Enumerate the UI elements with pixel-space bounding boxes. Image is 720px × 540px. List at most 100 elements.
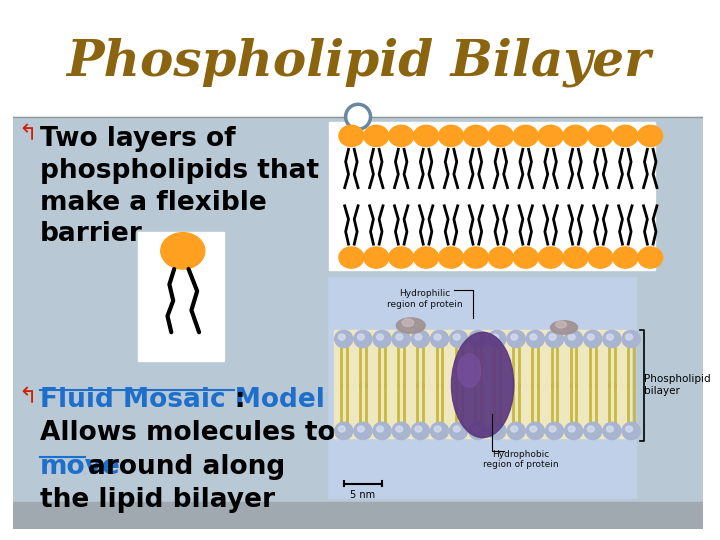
Ellipse shape — [389, 247, 413, 268]
Bar — [13, 117, 703, 502]
Ellipse shape — [454, 334, 460, 340]
Ellipse shape — [438, 247, 464, 268]
Ellipse shape — [464, 125, 488, 146]
Ellipse shape — [545, 422, 564, 440]
Ellipse shape — [431, 330, 449, 348]
Circle shape — [348, 106, 369, 127]
Ellipse shape — [396, 334, 402, 340]
Ellipse shape — [377, 426, 384, 432]
Ellipse shape — [526, 422, 544, 440]
Ellipse shape — [161, 233, 204, 269]
Ellipse shape — [451, 332, 514, 437]
Ellipse shape — [588, 334, 594, 340]
Bar — [329, 278, 636, 498]
Ellipse shape — [526, 330, 544, 348]
Ellipse shape — [507, 330, 525, 348]
Ellipse shape — [488, 247, 513, 268]
Text: ↰: ↰ — [18, 124, 37, 144]
Ellipse shape — [626, 426, 633, 432]
Ellipse shape — [438, 125, 464, 146]
Text: Fluid Mosaic Model: Fluid Mosaic Model — [40, 387, 325, 413]
Ellipse shape — [564, 330, 582, 348]
Ellipse shape — [415, 334, 422, 340]
Ellipse shape — [613, 125, 638, 146]
Ellipse shape — [603, 330, 621, 348]
Ellipse shape — [584, 422, 602, 440]
Ellipse shape — [354, 422, 372, 440]
Ellipse shape — [335, 422, 353, 440]
Ellipse shape — [431, 422, 449, 440]
Text: the lipid bilayer: the lipid bilayer — [40, 488, 275, 514]
Ellipse shape — [549, 426, 556, 432]
Ellipse shape — [488, 330, 506, 348]
Ellipse shape — [613, 247, 638, 268]
Ellipse shape — [415, 426, 422, 432]
Text: Allows molecules to: Allows molecules to — [40, 420, 336, 447]
Ellipse shape — [507, 422, 525, 440]
Ellipse shape — [449, 330, 468, 348]
Text: barrier: barrier — [40, 221, 143, 247]
Ellipse shape — [551, 321, 577, 334]
Text: Phospholipid
bilayer: Phospholipid bilayer — [644, 374, 710, 396]
Ellipse shape — [549, 334, 556, 340]
Text: move: move — [40, 454, 121, 480]
Ellipse shape — [626, 334, 633, 340]
Ellipse shape — [488, 125, 513, 146]
Ellipse shape — [338, 426, 346, 432]
Ellipse shape — [568, 334, 575, 340]
Bar — [138, 232, 224, 361]
Ellipse shape — [530, 426, 537, 432]
Ellipse shape — [364, 247, 389, 268]
Ellipse shape — [588, 247, 613, 268]
Ellipse shape — [389, 125, 413, 146]
Ellipse shape — [469, 422, 487, 440]
Ellipse shape — [373, 330, 391, 348]
Bar — [13, 502, 703, 529]
Text: :: : — [235, 387, 246, 413]
Text: Hydrophilic
region of protein: Hydrophilic region of protein — [387, 289, 463, 308]
Ellipse shape — [411, 330, 429, 348]
Ellipse shape — [538, 247, 563, 268]
Ellipse shape — [358, 426, 364, 432]
Ellipse shape — [373, 422, 391, 440]
Ellipse shape — [434, 334, 441, 340]
Ellipse shape — [354, 330, 372, 348]
Ellipse shape — [564, 422, 582, 440]
Ellipse shape — [622, 422, 640, 440]
Ellipse shape — [392, 330, 410, 348]
Ellipse shape — [538, 125, 563, 146]
Ellipse shape — [492, 334, 498, 340]
Ellipse shape — [364, 125, 389, 146]
Ellipse shape — [338, 334, 346, 340]
Ellipse shape — [396, 426, 402, 432]
Ellipse shape — [488, 422, 506, 440]
Ellipse shape — [513, 247, 538, 268]
Ellipse shape — [411, 422, 429, 440]
Ellipse shape — [464, 247, 488, 268]
Ellipse shape — [563, 125, 588, 146]
Ellipse shape — [472, 334, 480, 340]
Ellipse shape — [622, 330, 640, 348]
Ellipse shape — [588, 125, 613, 146]
Ellipse shape — [413, 125, 438, 146]
Ellipse shape — [530, 334, 537, 340]
Ellipse shape — [606, 334, 613, 340]
Bar — [13, 11, 703, 117]
Text: 5 nm: 5 nm — [351, 490, 375, 500]
Ellipse shape — [413, 247, 438, 268]
Bar — [329, 122, 655, 270]
Ellipse shape — [454, 426, 460, 432]
Ellipse shape — [458, 354, 481, 387]
Ellipse shape — [563, 247, 588, 268]
Ellipse shape — [469, 330, 487, 348]
Ellipse shape — [339, 247, 364, 268]
Ellipse shape — [513, 125, 538, 146]
Ellipse shape — [339, 125, 364, 146]
Text: Phospholipid Bilayer: Phospholipid Bilayer — [66, 37, 650, 87]
Ellipse shape — [568, 426, 575, 432]
Ellipse shape — [402, 319, 413, 327]
Text: make a flexible: make a flexible — [40, 190, 267, 215]
Ellipse shape — [588, 426, 594, 432]
Ellipse shape — [556, 321, 567, 328]
Ellipse shape — [603, 422, 621, 440]
